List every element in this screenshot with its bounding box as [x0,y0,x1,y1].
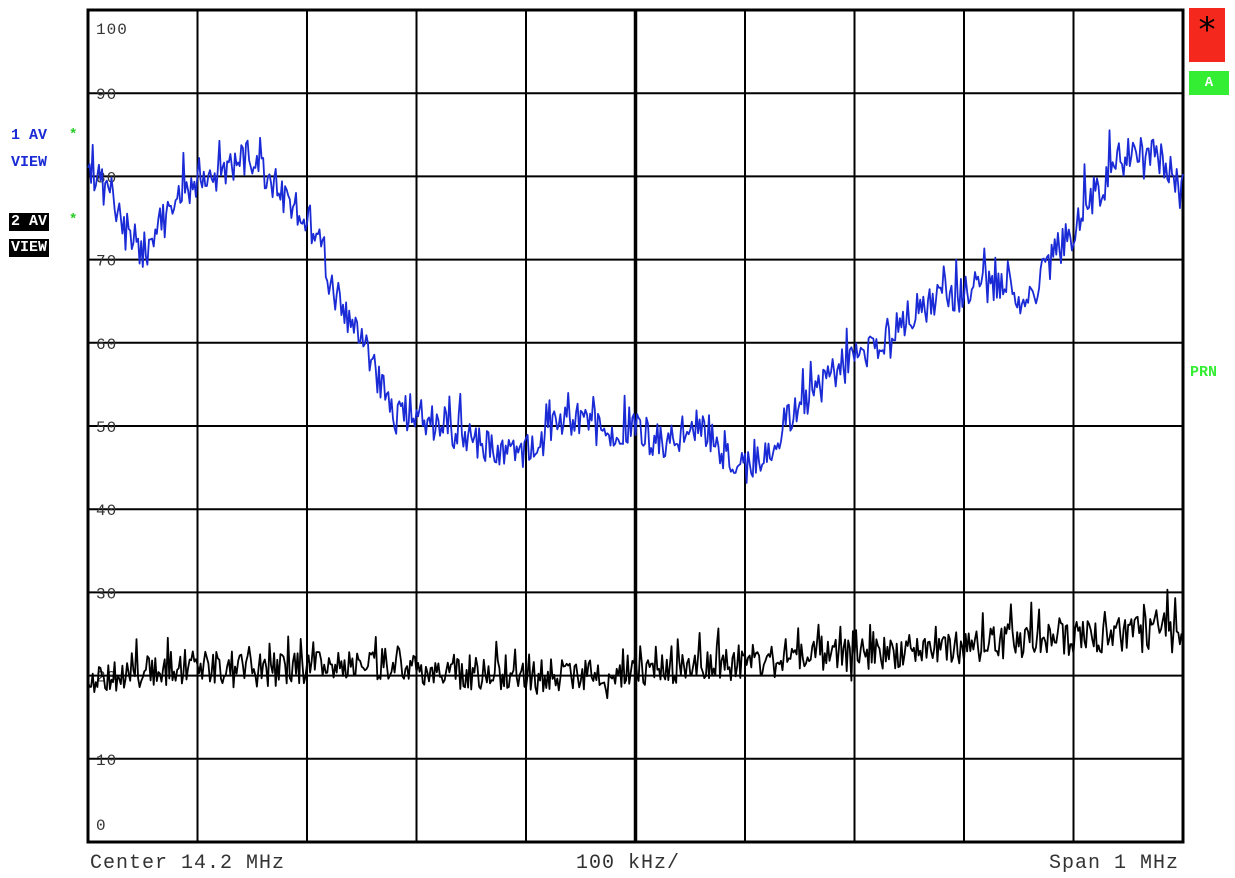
trace1-marker-star: * [69,127,78,143]
traces [87,129,1184,700]
print-indicator: PRN [1190,364,1218,381]
y-tick-label: 100 [96,21,128,39]
center-frequency-label: Center 14.2 MHz [90,852,286,875]
trace-mode-badge: A [1189,71,1229,95]
y-tick-label: 50 [96,419,117,437]
y-tick-label: 10 [96,752,117,770]
status-indicator: * [1189,8,1225,62]
y-tick-label: 90 [96,86,117,104]
y-tick-label: 30 [96,585,117,603]
trace2-view-label: VIEW [9,239,50,257]
y-tick-label: 70 [96,253,117,271]
trace-1-line [87,129,1184,484]
y-tick-label: 40 [96,502,117,520]
span-label: Span 1 MHz [1048,852,1179,875]
y-tick-label: 60 [96,336,117,354]
per-division-label: 100 kHz/ [576,852,681,875]
trace1-label: 1 AV [11,127,48,144]
trace2-marker-star: * [69,212,78,228]
trace2-label: 2 AV [9,213,50,231]
trace-2-line [87,588,1184,700]
trace1-view-label: VIEW [11,154,48,171]
y-tick-label: 0 [96,817,107,835]
grid [86,8,1185,844]
